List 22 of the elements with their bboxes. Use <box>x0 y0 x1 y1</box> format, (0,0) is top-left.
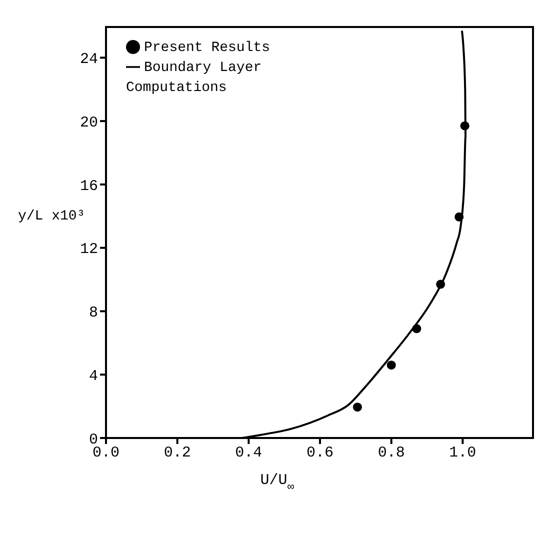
point <box>412 324 422 334</box>
point <box>436 280 446 289</box>
y-tick-label: 16 <box>80 178 98 195</box>
x-axis-title: U/U$_{∞}$ <box>260 472 294 494</box>
x-tick-label: 1.0 <box>449 444 476 462</box>
y-tick-label: 4 <box>88 368 98 385</box>
point <box>460 121 470 130</box>
point <box>454 212 464 222</box>
point <box>352 402 362 412</box>
point <box>386 360 396 370</box>
y-tick-label: 24 <box>80 51 98 68</box>
x-tick-label: 0.0 <box>92 444 120 462</box>
legend-label: Present Results <box>144 40 270 56</box>
y-tick-label: 20 <box>80 114 98 132</box>
legend-label: Boundary Layer Computations <box>126 60 262 96</box>
x-tick-label: 0.6 <box>306 444 334 462</box>
x-tick-label: 0.8 <box>378 444 405 462</box>
x-tick-label: 0.4 <box>235 444 262 462</box>
y-tick-label: 12 <box>80 241 98 258</box>
y-tick-label: 8 <box>88 304 98 322</box>
y-axis-title: y/L x10³ <box>18 208 86 225</box>
x-tick-label: 0.2 <box>164 444 191 462</box>
